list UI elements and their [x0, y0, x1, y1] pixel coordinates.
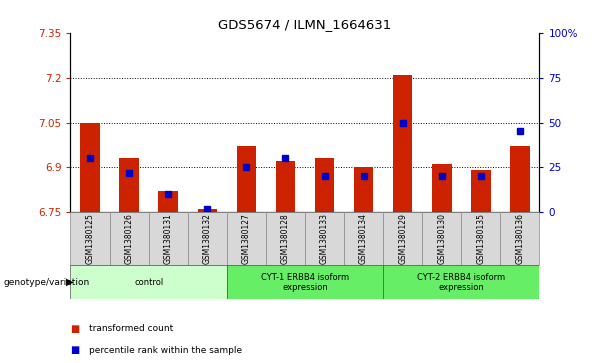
Bar — [354, 167, 373, 212]
Bar — [70, 212, 110, 265]
Bar — [188, 212, 227, 265]
Text: GSM1380125: GSM1380125 — [86, 213, 94, 264]
Bar — [266, 212, 305, 265]
Bar — [383, 265, 539, 299]
Bar — [393, 74, 413, 212]
Bar — [510, 147, 530, 212]
Bar — [80, 123, 100, 212]
Bar — [422, 212, 462, 265]
Text: GSM1380127: GSM1380127 — [242, 213, 251, 264]
Text: CYT-2 ERBB4 isoform
expression: CYT-2 ERBB4 isoform expression — [417, 273, 505, 292]
Bar — [227, 265, 383, 299]
Text: CYT-1 ERBB4 isoform
expression: CYT-1 ERBB4 isoform expression — [261, 273, 349, 292]
Bar — [276, 162, 295, 212]
Bar — [158, 191, 178, 212]
Bar — [149, 212, 188, 265]
Text: GSM1380129: GSM1380129 — [398, 213, 407, 264]
Bar — [344, 212, 383, 265]
Text: GSM1380126: GSM1380126 — [124, 213, 134, 264]
Bar — [227, 212, 266, 265]
Bar — [237, 147, 256, 212]
Text: percentile rank within the sample: percentile rank within the sample — [89, 346, 242, 355]
Text: GSM1380134: GSM1380134 — [359, 213, 368, 264]
Text: GSM1380128: GSM1380128 — [281, 213, 290, 264]
Text: control: control — [134, 278, 163, 287]
Title: GDS5674 / ILMN_1664631: GDS5674 / ILMN_1664631 — [218, 19, 392, 32]
Bar — [305, 212, 344, 265]
Text: GSM1380131: GSM1380131 — [164, 213, 173, 264]
Text: genotype/variation: genotype/variation — [3, 278, 89, 287]
Text: GSM1380133: GSM1380133 — [320, 213, 329, 264]
Bar — [500, 212, 539, 265]
Bar — [70, 265, 227, 299]
Bar — [462, 212, 500, 265]
Text: GSM1380130: GSM1380130 — [437, 213, 446, 264]
Text: GSM1380135: GSM1380135 — [476, 213, 485, 264]
Bar — [120, 159, 139, 212]
Text: ▶: ▶ — [66, 277, 73, 287]
Bar — [314, 159, 334, 212]
Text: ■: ■ — [70, 323, 80, 334]
Bar — [471, 171, 490, 212]
Bar — [383, 212, 422, 265]
Text: ■: ■ — [70, 345, 80, 355]
Text: GSM1380132: GSM1380132 — [203, 213, 211, 264]
Text: GSM1380136: GSM1380136 — [516, 213, 524, 264]
Text: transformed count: transformed count — [89, 324, 173, 333]
Bar — [432, 164, 452, 212]
Bar — [110, 212, 149, 265]
Bar — [197, 209, 217, 212]
